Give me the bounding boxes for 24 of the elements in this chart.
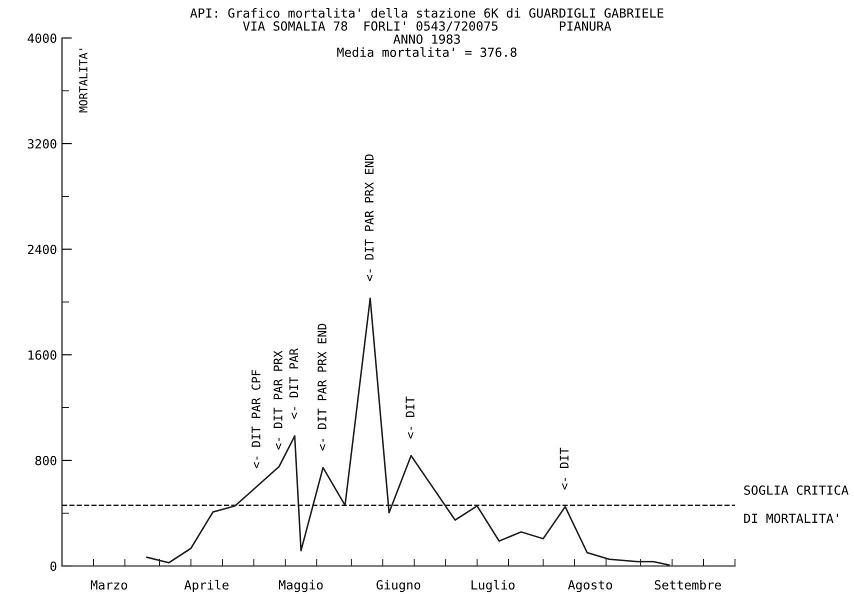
x-tick-label: Aprile	[184, 580, 229, 592]
y-tick-label: 0	[50, 562, 56, 571]
y-tick-label: 4000	[28, 34, 56, 43]
x-tick-label: Agosto	[568, 580, 612, 592]
y-tick-label: 3200	[28, 139, 56, 149]
annotation: <- DIT PAR PRX	[274, 350, 282, 450]
x-tick-label: Settembre	[654, 580, 721, 590]
chart-subtitle: VIA SOMALIA 78 FORLI' 0543/720075 PIANURA ANNO 1983 Media mortalita' = 376.8	[242, 21, 612, 57]
y-tick-label: 2400	[28, 244, 56, 254]
annotation: <- DIT	[560, 448, 568, 490]
annotation: <- DIT	[406, 396, 414, 438]
annotation: <- DIT PAR PRX END	[318, 324, 326, 450]
annotation: <- DIT PAR PRX END	[364, 154, 374, 282]
text: SOGLIA CRITICA DI MORTALITA'	[744, 485, 848, 524]
y-tick-label: 1600	[28, 350, 56, 360]
x-tick-label: Luglio	[472, 580, 515, 592]
x-tick-label: Giugno	[376, 580, 420, 592]
annotation: <- DIT PAR	[289, 348, 298, 419]
x-tick-label: Marzo	[90, 580, 128, 590]
chart-title: API: Grafico mortalita' della stazione 6K di GUARDIGLI GABRIELE	[190, 8, 664, 18]
y-axis-title: MORTALITA'	[79, 48, 88, 112]
annotation: <- DIT PAR CPF	[252, 370, 260, 468]
y-tick-label: 800	[35, 456, 56, 466]
x-tick-label: Maggio	[278, 580, 323, 592]
